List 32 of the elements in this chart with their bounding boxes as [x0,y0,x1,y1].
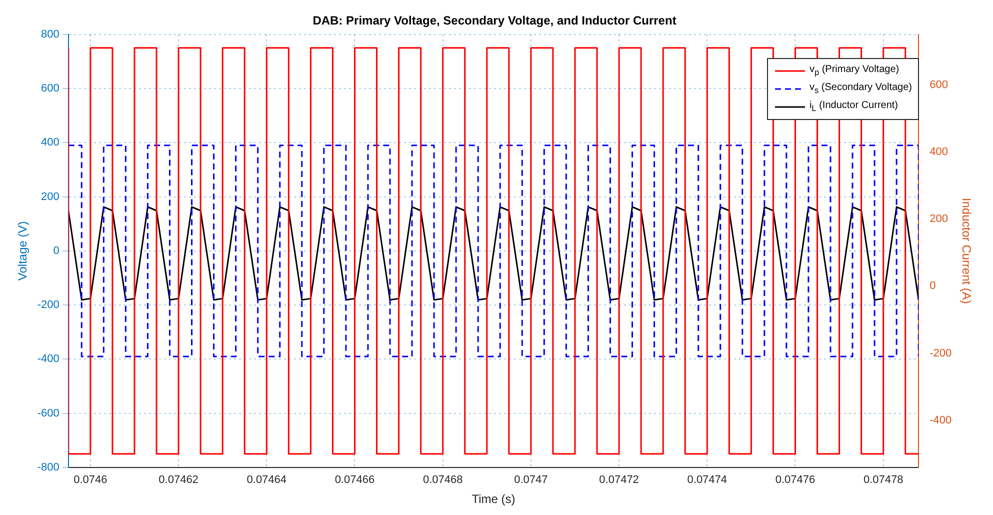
y-tick-label: 0 [53,244,60,257]
x-tick-label: 0.07476 [775,474,816,486]
y-tick-label: -800 [37,461,60,474]
y-tick-label: -600 [37,407,60,420]
y-tick-label: -200 [37,299,60,312]
y2-tick-label: -400 [930,414,952,426]
x-tick-label: 0.07474 [687,474,728,486]
y2-axis-title: Inductor Current (A) [959,198,974,304]
x-tick-label: 0.07468 [422,474,463,486]
x-axis-title: Time (s) [472,492,516,506]
y2-tick-label: -200 [930,347,952,360]
y-tick-label: 400 [41,136,60,149]
x-tick-label: 0.0747 [514,474,548,486]
y2-tick-label: 400 [930,146,948,158]
x-tick-label: 0.07462 [158,474,198,486]
y2-tick-label: 200 [930,213,948,226]
legend-label: i$_{L}$ (Inductor Current) [809,99,898,115]
x-tick-label: 0.07464 [246,474,287,486]
y-tick-label: 200 [41,190,60,203]
chart-title: DAB: Primary Voltage, Secondary Voltage, and Inductor Current [312,14,676,28]
y-tick-label: 600 [41,82,60,95]
y-tick-label: -400 [37,353,60,366]
x-tick-label: 0.07466 [334,474,375,486]
x-tick-label: 0.07472 [599,474,639,486]
legend-label: v$_{s}$ (Secondary Voltage) [809,81,912,97]
y-tick-label: 800 [41,28,60,40]
y2-tick-label: 600 [930,78,948,91]
x-tick-label: 0.0746 [74,474,108,486]
y2-tick-label: 0 [930,280,936,292]
legend-label: v$_{p}$ (Primary Voltage) [809,63,900,79]
y-axis-title: Voltage (V) [16,221,30,281]
x-tick-label: 0.07478 [863,474,904,486]
